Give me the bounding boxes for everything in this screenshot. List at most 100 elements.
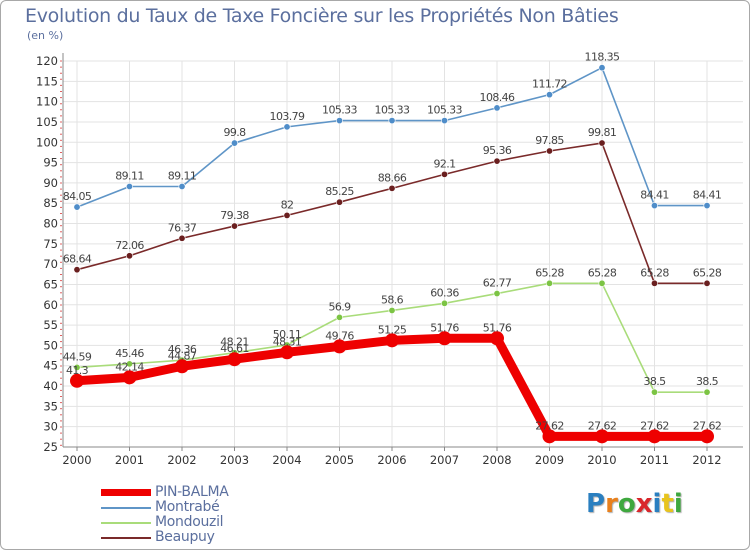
data-point xyxy=(493,157,501,165)
x-tick-label: 2005 xyxy=(325,453,354,467)
data-label: 27.62 xyxy=(588,419,617,432)
x-tick-label: 2010 xyxy=(587,453,616,467)
series-pin-balma: 41.3 42.14 44.87 46.61 48.31 49.76 51.25 51.76 5… xyxy=(66,321,722,444)
data-point xyxy=(493,290,501,298)
data-point xyxy=(126,183,134,191)
data-point xyxy=(545,91,553,99)
data-label: 99.8 xyxy=(223,126,246,139)
x-tick-label: 2007 xyxy=(430,453,459,467)
data-point xyxy=(73,363,81,371)
data-label: 51.76 xyxy=(430,321,459,334)
series-montrab-: 84.05 89.11 89.11 99.8 103.79 105.33 105.33 105… xyxy=(63,51,722,211)
x-tick-label: 2012 xyxy=(692,453,721,467)
data-label: 44.59 xyxy=(63,350,92,363)
y-tick-label: 110 xyxy=(36,95,58,109)
y-tick-label: 100 xyxy=(36,135,58,149)
y-tick-label: 40 xyxy=(43,379,58,393)
data-label: 79.38 xyxy=(220,209,249,222)
y-tick-label: 75 xyxy=(43,237,58,251)
data-label: 27.62 xyxy=(693,419,722,432)
data-label: 42.14 xyxy=(115,360,144,373)
data-point xyxy=(598,139,606,147)
data-point xyxy=(388,117,396,125)
grid-lines xyxy=(63,60,743,448)
x-tick-label: 2008 xyxy=(482,453,511,467)
data-point xyxy=(647,429,662,444)
data-point xyxy=(122,370,137,385)
data-point xyxy=(595,429,609,444)
data-label: 89.11 xyxy=(115,170,144,183)
data-label: 105.33 xyxy=(375,104,410,117)
data-point xyxy=(73,266,81,274)
data-label: 82 xyxy=(281,198,294,211)
data-point xyxy=(440,117,448,125)
data-point xyxy=(126,360,134,368)
data-label: 88.66 xyxy=(378,171,407,184)
data-point xyxy=(126,252,134,260)
data-point xyxy=(437,331,452,346)
series-layer: 84.05 89.11 89.11 99.8 103.79 105.33 105.33 105… xyxy=(63,51,722,444)
x-tick-label: 2006 xyxy=(377,453,406,467)
y-tick-label: 80 xyxy=(43,217,58,231)
x-tick-label: 2003 xyxy=(220,453,249,467)
y-tick-label: 90 xyxy=(43,176,58,190)
data-point xyxy=(703,202,711,210)
data-label: 27.62 xyxy=(535,419,564,432)
data-point xyxy=(335,198,343,206)
legend-swatch xyxy=(101,507,151,509)
data-point xyxy=(493,104,501,112)
data-point xyxy=(231,139,239,147)
data-label: 27.62 xyxy=(640,419,669,432)
y-tick-label: 55 xyxy=(43,318,58,332)
data-label: 99.81 xyxy=(588,126,617,139)
data-label: 51.76 xyxy=(483,321,512,334)
data-point xyxy=(332,339,347,354)
x-tick-label: 2002 xyxy=(167,453,196,467)
legend-label: Montrabé xyxy=(155,499,220,515)
data-label: 85.25 xyxy=(325,185,354,198)
x-tick-label: 2000 xyxy=(62,453,91,467)
data-point xyxy=(545,147,553,155)
data-label: 76.37 xyxy=(168,221,197,234)
data-label: 103.79 xyxy=(270,110,305,123)
data-point xyxy=(440,299,448,307)
data-point xyxy=(440,170,448,178)
data-label: 118.35 xyxy=(585,51,620,64)
data-point xyxy=(703,388,711,396)
data-point xyxy=(280,345,294,360)
data-point xyxy=(388,306,396,314)
series-mondouzil: 44.59 45.46 46.36 48.21 50.11 56.9 58.6 60.36 62… xyxy=(63,266,719,396)
axes: 25 30 35 40 45 50 55 60 65 70 75 80 85 90 95 100 105 110 1… xyxy=(36,53,743,467)
data-point xyxy=(650,279,658,287)
data-point xyxy=(598,64,606,72)
data-label: 62.77 xyxy=(483,277,512,290)
data-label: 68.64 xyxy=(63,253,92,266)
data-point xyxy=(227,352,242,367)
proxiti-logo: Proxiti xyxy=(586,489,683,519)
data-label: 65.28 xyxy=(535,266,564,279)
data-label: 49.76 xyxy=(325,329,354,342)
data-label: 48.21 xyxy=(220,336,249,349)
legend-label: Mondouzil xyxy=(155,514,224,530)
y-tick-label: 95 xyxy=(43,156,58,170)
data-label: 48.31 xyxy=(273,335,302,348)
data-label: 65.28 xyxy=(693,266,722,279)
data-point xyxy=(335,313,343,321)
data-label: 58.6 xyxy=(381,293,404,306)
legend-swatch xyxy=(101,522,151,524)
x-tick-label: 2009 xyxy=(535,453,564,467)
data-label: 56.9 xyxy=(328,300,351,313)
data-point xyxy=(490,331,504,346)
data-label: 105.33 xyxy=(427,104,462,117)
y-tick-label: 70 xyxy=(43,257,58,271)
data-label: 46.36 xyxy=(168,343,197,356)
data-point xyxy=(178,183,186,191)
data-point xyxy=(650,388,658,396)
data-point xyxy=(385,333,399,348)
y-tick-label: 60 xyxy=(43,298,58,312)
data-label: 45.46 xyxy=(115,347,144,360)
series-beaupuy: 68.64 72.06 76.37 79.38 82 85.25 88.66 92.1 95.3… xyxy=(63,126,722,287)
data-point xyxy=(598,279,606,287)
